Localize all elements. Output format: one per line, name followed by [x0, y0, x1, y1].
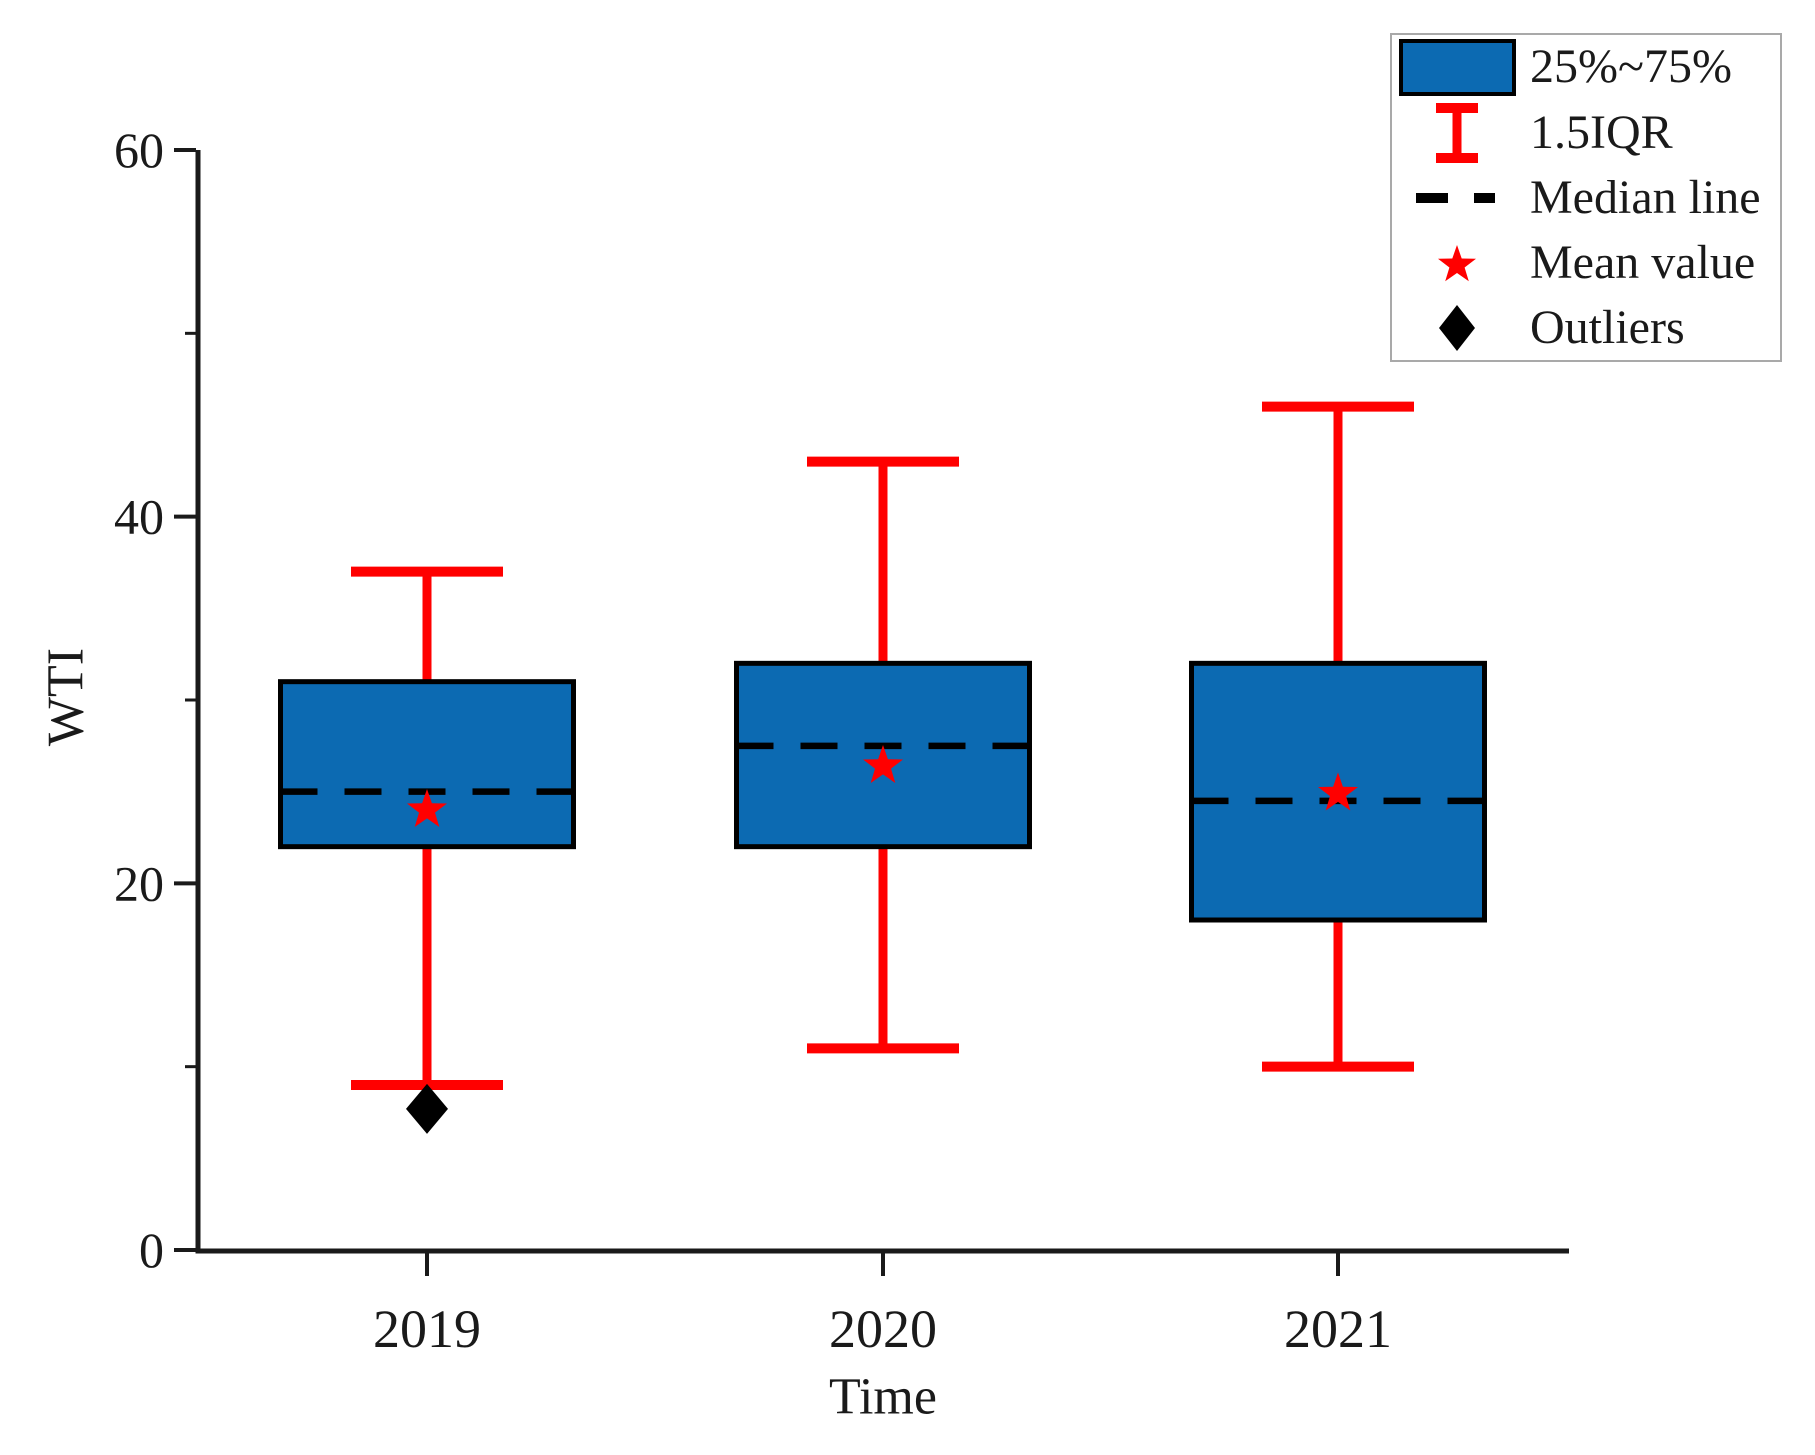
y-axis-title: WTI — [37, 647, 95, 747]
x-tick-label: 2019 — [373, 1299, 481, 1359]
diamond-icon — [1392, 295, 1522, 360]
mean-star-marker — [1318, 772, 1358, 811]
legend: 25%~75% 1.5IQR Median line — [1390, 33, 1782, 362]
legend-item-box-range: 25%~75% — [1392, 35, 1780, 100]
y-tick-label: 0 — [139, 1222, 164, 1278]
y-tick-label: 20 — [114, 855, 164, 911]
x-tick-label: 2021 — [1284, 1299, 1392, 1359]
y-tick-label: 60 — [114, 122, 164, 178]
y-tick-label: 40 — [114, 489, 164, 545]
legend-label-mean: Mean value — [1530, 235, 1756, 289]
legend-item-outliers: Outliers — [1392, 295, 1780, 360]
dashed-line-icon — [1392, 166, 1522, 231]
error-bar-icon — [1392, 100, 1522, 166]
legend-label-box-range: 25%~75% — [1530, 40, 1732, 94]
legend-item-median: Median line — [1392, 166, 1780, 231]
iqr-box — [278, 679, 576, 850]
mean-star-marker — [863, 745, 903, 783]
star-icon — [1392, 230, 1522, 295]
mean-star-marker — [407, 789, 447, 827]
outlier-diamond-marker — [406, 1083, 448, 1134]
legend-item-mean: Mean value — [1392, 230, 1780, 295]
x-axis-title: Time — [829, 1368, 937, 1426]
legend-item-iqr: 1.5IQR — [1392, 100, 1780, 166]
legend-label-iqr: 1.5IQR — [1530, 105, 1673, 159]
x-tick-label: 2020 — [829, 1299, 937, 1359]
legend-label-outliers: Outliers — [1530, 300, 1685, 354]
box-swatch-icon — [1392, 35, 1522, 100]
axis-spines — [195, 150, 1569, 1254]
legend-label-median: Median line — [1530, 170, 1761, 224]
